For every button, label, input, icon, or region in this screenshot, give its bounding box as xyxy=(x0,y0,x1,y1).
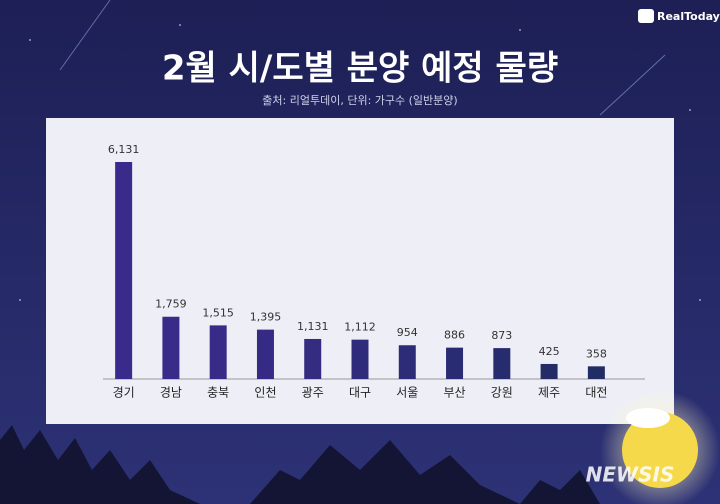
chart-title: 2월 시/도별 분양 예정 물량 xyxy=(162,49,558,89)
value-label: 1,759 xyxy=(155,298,187,311)
bar xyxy=(351,339,369,379)
x-tick-label: 충북 xyxy=(207,386,229,400)
bar xyxy=(540,363,558,379)
x-tick-label: 부산 xyxy=(443,386,465,400)
shooting-star xyxy=(59,0,111,71)
bar xyxy=(398,345,416,379)
value-label: 886 xyxy=(444,329,465,342)
logo: RealToday xyxy=(638,9,720,23)
x-tick-label: 인천 xyxy=(254,385,276,400)
watermark: NEWSIS xyxy=(586,463,675,487)
rabbit xyxy=(626,408,670,428)
trees xyxy=(0,425,600,504)
x-tick-label: 제주 xyxy=(538,386,560,400)
shooting-star xyxy=(599,54,666,116)
moon xyxy=(622,412,698,488)
value-label: 1,131 xyxy=(297,320,329,333)
value-label: 873 xyxy=(491,329,512,342)
x-tick-label: 대전 xyxy=(585,386,607,400)
bar xyxy=(493,348,511,379)
value-label: 358 xyxy=(586,347,607,360)
bar xyxy=(162,316,180,379)
x-tick-label: 경남 xyxy=(160,386,182,400)
bar xyxy=(587,366,605,379)
bar xyxy=(304,338,322,379)
value-label: 1,515 xyxy=(202,306,234,319)
bar xyxy=(115,162,133,379)
bar xyxy=(256,329,274,379)
bar xyxy=(446,347,464,379)
logo-icon xyxy=(638,9,654,23)
logo-text: RealToday xyxy=(657,10,720,23)
chart-subtitle: 출처: 리얼투데이, 단위: 가구수 (일반분양) xyxy=(262,93,457,107)
x-tick-label: 대구 xyxy=(349,386,371,400)
x-tick-label: 광주 xyxy=(302,386,324,400)
value-label: 425 xyxy=(539,345,560,358)
x-tick-label: 강원 xyxy=(491,386,513,400)
value-label: 6,131 xyxy=(108,143,140,156)
value-label: 1,112 xyxy=(344,321,376,334)
x-tick-label: 서울 xyxy=(396,386,418,400)
x-tick-label: 경기 xyxy=(113,386,135,400)
value-label: 1,395 xyxy=(250,311,282,324)
bar xyxy=(209,325,227,379)
value-label: 954 xyxy=(397,326,418,339)
stars xyxy=(19,24,701,301)
